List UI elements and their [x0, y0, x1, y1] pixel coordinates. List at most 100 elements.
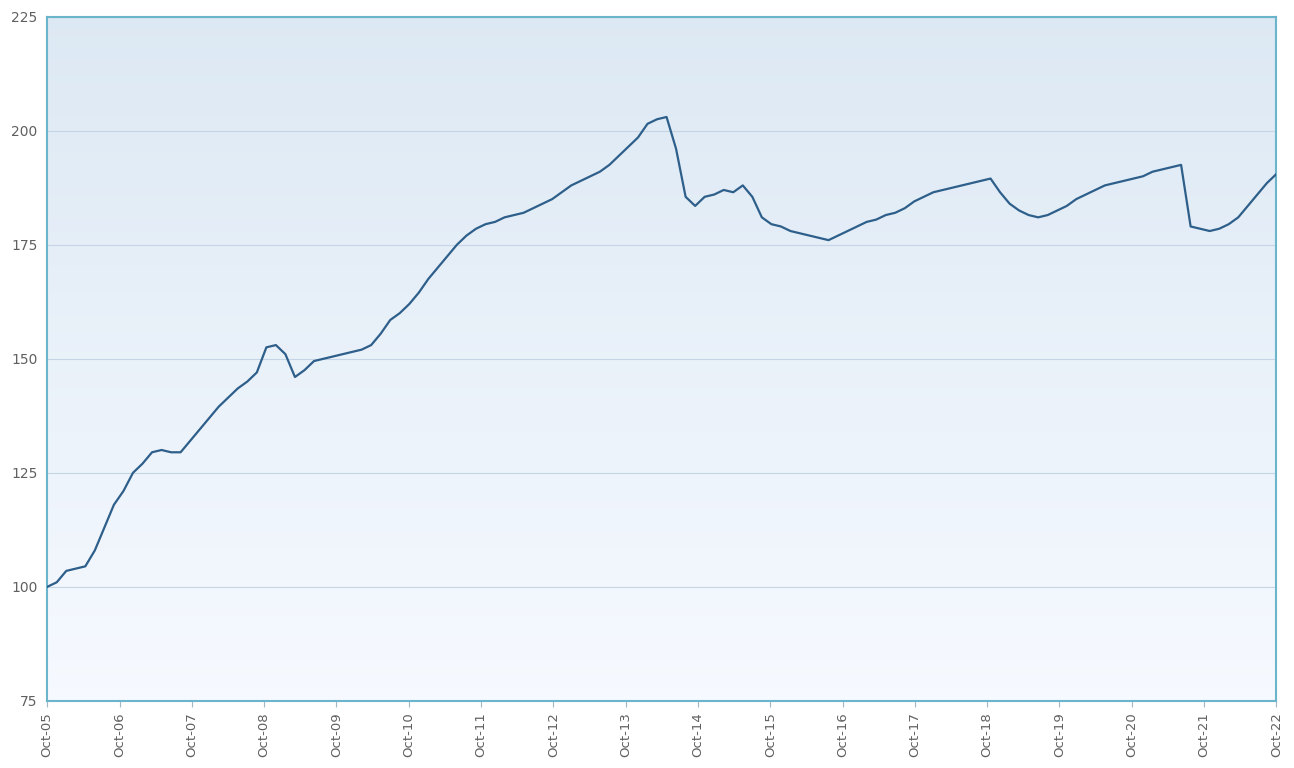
Bar	[47, 137, 1276, 140]
Bar	[47, 218, 1276, 222]
Bar	[47, 105, 1276, 109]
Bar	[47, 85, 1276, 88]
Bar	[47, 356, 1276, 359]
Bar	[47, 318, 1276, 321]
Bar	[47, 116, 1276, 119]
Bar	[47, 232, 1276, 236]
Bar	[47, 20, 1276, 24]
Bar	[47, 677, 1276, 680]
Bar	[47, 44, 1276, 48]
Bar	[47, 506, 1276, 509]
Bar	[47, 472, 1276, 475]
Bar	[47, 376, 1276, 379]
Bar	[47, 55, 1276, 58]
Bar	[47, 584, 1276, 588]
Bar	[47, 438, 1276, 441]
Bar	[47, 187, 1276, 191]
Bar	[47, 194, 1276, 198]
Bar	[47, 482, 1276, 485]
Bar	[47, 694, 1276, 697]
Bar	[47, 551, 1276, 554]
Bar	[47, 253, 1276, 256]
Bar	[47, 328, 1276, 331]
Bar	[47, 581, 1276, 584]
Bar	[47, 78, 1276, 81]
Bar	[47, 143, 1276, 147]
Bar	[47, 372, 1276, 376]
Bar	[47, 123, 1276, 126]
Bar	[47, 81, 1276, 85]
Bar	[47, 674, 1276, 677]
Bar	[47, 119, 1276, 123]
Bar	[47, 441, 1276, 445]
Bar	[47, 205, 1276, 208]
Bar	[47, 530, 1276, 533]
Bar	[47, 180, 1276, 184]
Bar	[47, 434, 1276, 438]
Bar	[47, 554, 1276, 558]
Bar	[47, 150, 1276, 154]
Bar	[47, 260, 1276, 263]
Bar	[47, 626, 1276, 629]
Bar	[47, 297, 1276, 300]
Bar	[47, 236, 1276, 239]
Bar	[47, 547, 1276, 551]
Bar	[47, 27, 1276, 30]
Bar	[47, 246, 1276, 250]
Bar	[47, 212, 1276, 215]
Bar	[47, 629, 1276, 633]
Bar	[47, 667, 1276, 670]
Bar	[47, 670, 1276, 674]
Bar	[47, 601, 1276, 605]
Bar	[47, 492, 1276, 495]
Bar	[47, 174, 1276, 177]
Bar	[47, 283, 1276, 287]
Bar	[47, 488, 1276, 492]
Bar	[47, 109, 1276, 112]
Bar	[47, 636, 1276, 639]
Bar	[47, 558, 1276, 561]
Bar	[47, 147, 1276, 150]
Bar	[47, 633, 1276, 636]
Bar	[47, 499, 1276, 502]
Bar	[47, 225, 1276, 229]
Bar	[47, 417, 1276, 420]
Bar	[47, 643, 1276, 646]
Bar	[47, 646, 1276, 650]
Bar	[47, 389, 1276, 393]
Bar	[47, 266, 1276, 270]
Bar	[47, 256, 1276, 260]
Bar	[47, 140, 1276, 143]
Bar	[47, 410, 1276, 413]
Bar	[47, 48, 1276, 51]
Bar	[47, 475, 1276, 478]
Bar	[47, 263, 1276, 266]
Bar	[47, 502, 1276, 506]
Bar	[47, 130, 1276, 133]
Bar	[47, 99, 1276, 102]
Bar	[47, 208, 1276, 212]
Bar	[47, 177, 1276, 180]
Bar	[47, 366, 1276, 369]
Bar	[47, 595, 1276, 598]
Bar	[47, 653, 1276, 657]
Bar	[47, 239, 1276, 243]
Bar	[47, 520, 1276, 523]
Bar	[47, 684, 1276, 687]
Bar	[47, 386, 1276, 389]
Bar	[47, 687, 1276, 690]
Bar	[47, 615, 1276, 619]
Bar	[47, 300, 1276, 304]
Bar	[47, 478, 1276, 482]
Bar	[47, 451, 1276, 455]
Bar	[47, 588, 1276, 591]
Bar	[47, 465, 1276, 468]
Bar	[47, 420, 1276, 424]
Bar	[47, 126, 1276, 130]
Bar	[47, 88, 1276, 92]
Bar	[47, 403, 1276, 407]
Bar	[47, 362, 1276, 366]
Bar	[47, 657, 1276, 660]
Bar	[47, 445, 1276, 448]
Bar	[47, 276, 1276, 280]
